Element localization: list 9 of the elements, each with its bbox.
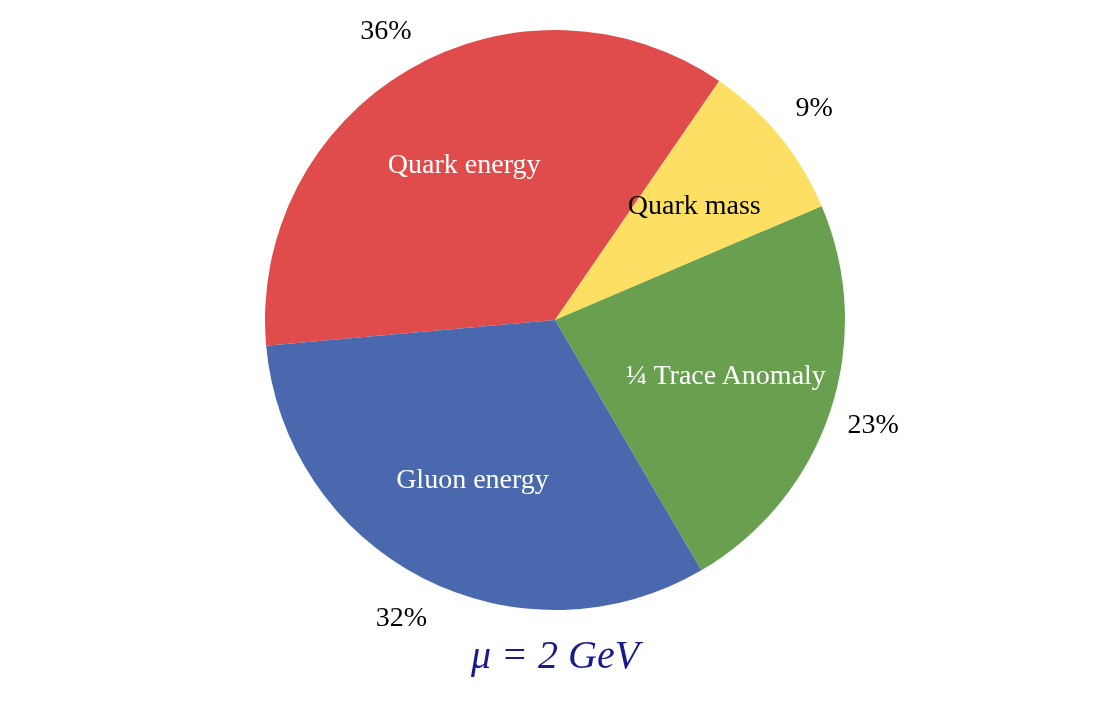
slice-label: Gluon energy xyxy=(396,462,549,494)
data-label: 32% xyxy=(375,600,428,632)
slice-label: ¼ Trace Anomaly xyxy=(625,359,826,391)
slice-label: Quark energy xyxy=(387,147,541,179)
data-label: 23% xyxy=(847,408,899,440)
data-label: 36% xyxy=(360,13,412,45)
slice-label: Quark mass xyxy=(627,188,761,220)
data-label: 9% xyxy=(795,90,833,122)
text: μ = 2 GeV xyxy=(469,631,644,677)
